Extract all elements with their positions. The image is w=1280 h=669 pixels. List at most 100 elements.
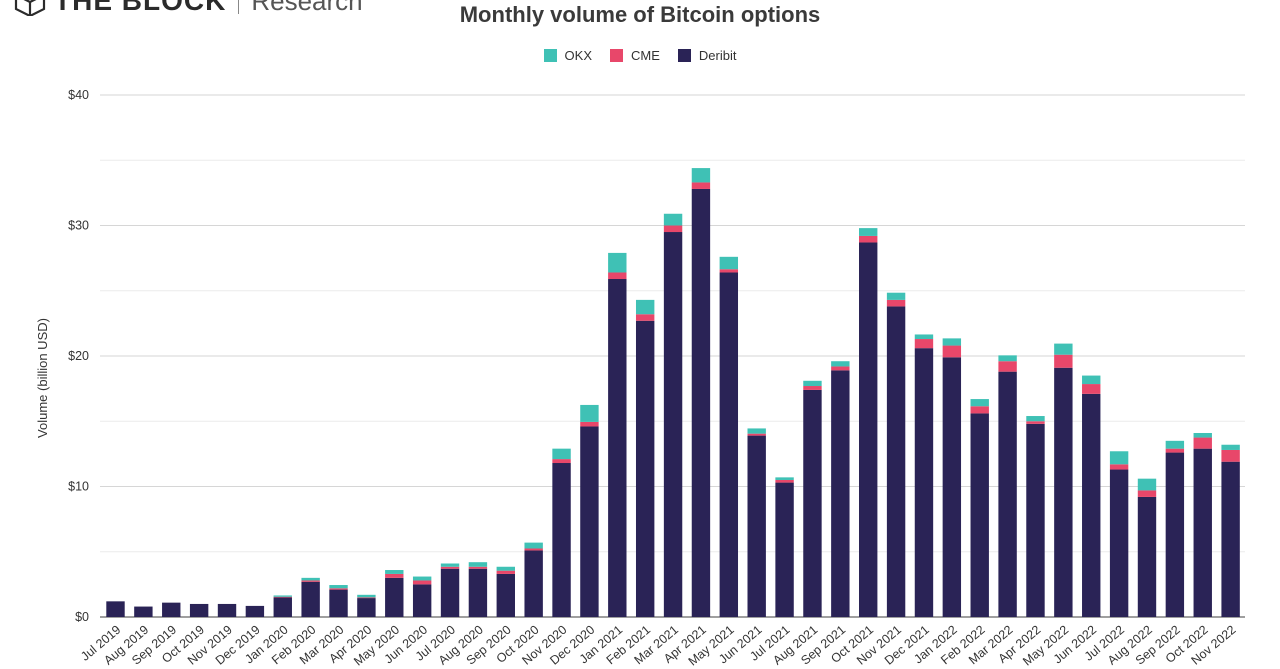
bar-cme[interactable] — [301, 580, 320, 582]
bar-deribit[interactable] — [1221, 461, 1240, 617]
bar-deribit[interactable] — [775, 482, 794, 617]
bar-cme[interactable] — [385, 573, 404, 578]
bar-deribit[interactable] — [357, 598, 376, 617]
bar-deribit[interactable] — [1054, 367, 1073, 617]
bar-cme[interactable] — [747, 433, 766, 436]
bar-okx[interactable] — [859, 228, 878, 236]
bar-deribit[interactable] — [1026, 423, 1045, 617]
bar-cme[interactable] — [1221, 449, 1240, 462]
bar-deribit[interactable] — [106, 601, 125, 617]
bar-cme[interactable] — [719, 269, 739, 273]
bar-deribit[interactable] — [552, 463, 571, 617]
bar-cme[interactable] — [691, 182, 711, 189]
bar-deribit[interactable] — [468, 568, 488, 617]
bar-okx[interactable] — [691, 168, 711, 183]
bar-deribit[interactable] — [189, 603, 209, 617]
bar-cme[interactable] — [273, 596, 292, 598]
bar-deribit[interactable] — [1109, 469, 1129, 617]
bar-cme[interactable] — [635, 314, 655, 321]
bar-deribit[interactable] — [691, 188, 711, 617]
bar-cme[interactable] — [998, 361, 1017, 372]
bar-deribit[interactable] — [663, 232, 683, 617]
bar-deribit[interactable] — [440, 568, 460, 617]
bar-okx[interactable] — [1026, 416, 1045, 422]
bar-okx[interactable] — [385, 570, 404, 574]
bar-okx[interactable] — [440, 563, 460, 567]
bar-deribit[interactable] — [524, 550, 543, 617]
bar-deribit[interactable] — [217, 603, 237, 617]
bar-okx[interactable] — [301, 577, 320, 581]
bar-cme[interactable] — [412, 580, 432, 585]
bar-okx[interactable] — [1137, 478, 1157, 491]
bar-okx[interactable] — [747, 428, 766, 434]
bar-okx[interactable] — [552, 448, 571, 460]
bar-cme[interactable] — [1165, 448, 1185, 453]
bar-okx[interactable] — [886, 292, 906, 300]
bar-deribit[interactable] — [1082, 393, 1101, 617]
bar-okx[interactable] — [1109, 451, 1129, 465]
bar-deribit[interactable] — [719, 272, 739, 617]
bar-cme[interactable] — [859, 235, 878, 243]
bar-cme[interactable] — [1026, 421, 1045, 424]
bar-deribit[interactable] — [385, 577, 404, 617]
bar-deribit[interactable] — [998, 371, 1017, 617]
bar-okx[interactable] — [663, 213, 683, 226]
bar-cme[interactable] — [357, 597, 376, 599]
bar-okx[interactable] — [580, 404, 599, 422]
legend-item-okx[interactable]: OKX — [543, 48, 592, 63]
bar-cme[interactable] — [1137, 490, 1157, 497]
bar-cme[interactable] — [608, 272, 627, 280]
bar-okx[interactable] — [273, 595, 292, 597]
bar-okx[interactable] — [1082, 375, 1101, 385]
bar-okx[interactable] — [1054, 343, 1073, 355]
bar-okx[interactable] — [1193, 432, 1212, 438]
bar-deribit[interactable] — [496, 573, 515, 617]
bar-deribit[interactable] — [162, 602, 181, 617]
bar-deribit[interactable] — [1137, 496, 1157, 617]
bar-cme[interactable] — [524, 548, 543, 551]
bar-cme[interactable] — [580, 421, 599, 427]
bar-okx[interactable] — [608, 252, 627, 273]
bar-deribit[interactable] — [914, 348, 934, 617]
bar-cme[interactable] — [329, 588, 348, 590]
bar-deribit[interactable] — [803, 389, 822, 617]
bar-deribit[interactable] — [273, 597, 292, 617]
bar-cme[interactable] — [552, 459, 571, 464]
bar-deribit[interactable] — [580, 426, 599, 617]
bar-cme[interactable] — [496, 570, 515, 574]
bar-cme[interactable] — [1054, 354, 1073, 368]
legend-item-cme[interactable]: CME — [610, 48, 660, 63]
bar-cme[interactable] — [440, 566, 460, 569]
bar-deribit[interactable] — [245, 605, 265, 617]
bar-deribit[interactable] — [859, 242, 878, 617]
bar-deribit[interactable] — [970, 413, 989, 617]
bar-okx[interactable] — [998, 355, 1017, 362]
bar-cme[interactable] — [468, 566, 488, 569]
bar-deribit[interactable] — [329, 589, 348, 617]
bar-okx[interactable] — [412, 576, 432, 581]
bar-okx[interactable] — [329, 585, 348, 589]
bar-cme[interactable] — [663, 225, 683, 233]
bar-cme[interactable] — [1109, 464, 1129, 470]
bar-deribit[interactable] — [412, 584, 432, 617]
bar-deribit[interactable] — [942, 357, 962, 617]
bar-deribit[interactable] — [1193, 448, 1212, 617]
legend-item-deribit[interactable]: Deribit — [677, 48, 736, 63]
bar-deribit[interactable] — [134, 606, 153, 617]
bar-okx[interactable] — [803, 380, 822, 387]
bar-okx[interactable] — [635, 299, 655, 315]
bar-cme[interactable] — [831, 366, 850, 371]
bar-cme[interactable] — [775, 479, 794, 483]
bar-deribit[interactable] — [301, 581, 320, 617]
bar-deribit[interactable] — [635, 320, 655, 617]
bar-cme[interactable] — [1193, 437, 1212, 449]
bar-okx[interactable] — [775, 477, 794, 480]
bar-deribit[interactable] — [831, 370, 850, 617]
bar-cme[interactable] — [886, 299, 906, 307]
bar-okx[interactable] — [1221, 444, 1240, 450]
bar-cme[interactable] — [803, 386, 822, 390]
bar-okx[interactable] — [719, 256, 739, 270]
bar-okx[interactable] — [524, 542, 543, 549]
bar-okx[interactable] — [831, 361, 850, 367]
bar-cme[interactable] — [914, 339, 934, 349]
